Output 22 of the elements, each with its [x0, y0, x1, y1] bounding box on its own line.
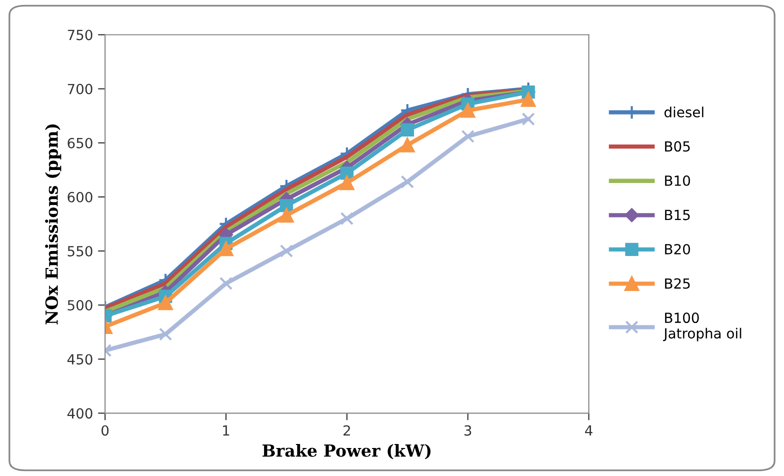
- legend-label: B10: [665, 175, 690, 186]
- y-tick-label: 700: [68, 84, 92, 94]
- x-tick-label: 1: [223, 425, 230, 436]
- x-axis-title: Brake Power (kW): [262, 444, 431, 460]
- legend-label: diesel: [664, 106, 704, 118]
- legend-label: B25: [665, 278, 690, 289]
- y-tick-label: 750: [68, 30, 92, 40]
- x-tick-label: 4: [585, 425, 592, 436]
- y-tick-label: 600: [68, 192, 92, 202]
- x-tick-label: 0: [102, 425, 109, 436]
- legend-label: B15: [665, 210, 690, 220]
- x-tick-label: 2: [344, 425, 350, 436]
- y-tick-label: 650: [68, 138, 92, 148]
- legend-label: B20: [665, 244, 690, 254]
- y-tick-label: 550: [68, 246, 92, 256]
- x-tick-label: 3: [464, 425, 472, 436]
- y-tick-label: 450: [67, 354, 92, 365]
- legend-label: B05: [665, 141, 690, 152]
- legend-label: B100 Jatropha oil: [663, 312, 742, 342]
- y-axis-title: NOx Emissions (ppm): [45, 124, 62, 324]
- y-tick-label: 500: [68, 300, 92, 311]
- y-tick-label: 400: [67, 408, 92, 419]
